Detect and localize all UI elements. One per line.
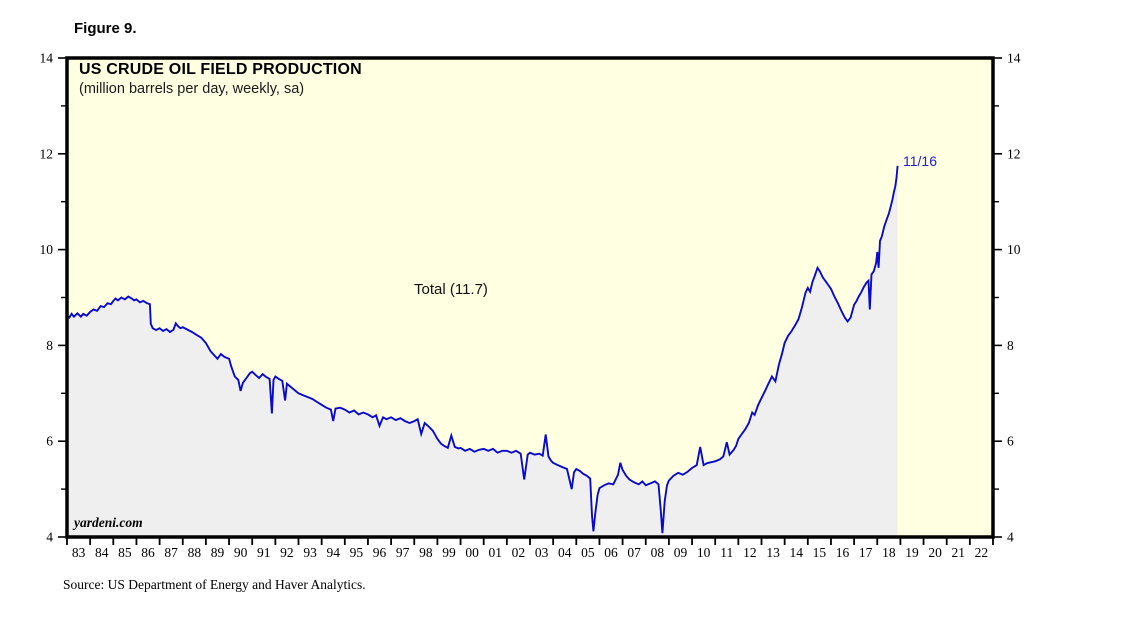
- x-axis-tick-label: 88: [188, 545, 202, 560]
- y-axis-tick-label-left: 10: [40, 242, 54, 257]
- x-axis-tick-label: 07: [627, 545, 641, 560]
- x-axis-tick-label: 00: [465, 545, 479, 560]
- watermark-yardeni: yardeni.com: [74, 515, 143, 530]
- x-axis-tick-label: 83: [72, 545, 86, 560]
- x-axis-tick-label: 16: [836, 545, 850, 560]
- x-axis-tick-label: 21: [952, 545, 966, 560]
- latest-point-date-label: 11/16: [903, 153, 937, 169]
- y-axis-tick-label-left: 4: [46, 530, 53, 545]
- x-axis-tick-label: 90: [234, 545, 248, 560]
- x-axis-tick-label: 86: [141, 545, 155, 560]
- y-axis-tick-label-right: 6: [1007, 434, 1014, 449]
- x-axis-tick-label: 18: [882, 545, 896, 560]
- source-note: Source: US Department of Energy and Have…: [63, 577, 366, 592]
- x-axis-tick-label: 19: [905, 545, 919, 560]
- y-axis-tick-label-right: 10: [1007, 242, 1021, 257]
- x-axis-tick-label: 89: [211, 545, 225, 560]
- y-axis-tick-label-right: 12: [1007, 146, 1021, 161]
- y-axis-tick-label-right: 4: [1007, 530, 1014, 545]
- x-axis-tick-label: 85: [118, 545, 132, 560]
- x-axis-tick-label: 17: [859, 545, 873, 560]
- x-axis-tick-label: 22: [975, 545, 989, 560]
- area-under-line: [67, 165, 898, 538]
- x-axis-tick-label: 14: [789, 545, 803, 560]
- x-axis-tick-label: 06: [604, 545, 618, 560]
- x-axis-tick-label: 15: [813, 545, 827, 560]
- x-axis-tick-label: 03: [535, 545, 549, 560]
- x-axis-tick-label: 12: [743, 545, 757, 560]
- x-axis-tick-label: 84: [95, 545, 109, 560]
- y-axis-tick-label-left: 8: [46, 338, 53, 353]
- x-axis-tick-label: 20: [928, 545, 942, 560]
- x-axis-tick-label: 95: [350, 545, 364, 560]
- y-axis-tick-label-left: 14: [40, 51, 54, 66]
- y-axis-tick-label-right: 8: [1007, 338, 1014, 353]
- x-axis-tick-label: 87: [164, 545, 178, 560]
- figure-number-label: Figure 9.: [74, 20, 137, 37]
- x-axis-tick-label: 99: [442, 545, 456, 560]
- y-axis-tick-label-right: 14: [1007, 51, 1021, 66]
- x-axis-tick-label: 09: [674, 545, 688, 560]
- chart-subtitle: (million barrels per day, weekly, sa): [79, 81, 305, 97]
- x-axis-tick-label: 11: [720, 545, 733, 560]
- x-axis-tick-label: 92: [280, 545, 294, 560]
- y-axis-tick-label-left: 6: [46, 434, 53, 449]
- x-axis-tick-label: 08: [651, 545, 665, 560]
- x-axis-tick-label: 96: [373, 545, 387, 560]
- x-axis-tick-label: 13: [766, 545, 780, 560]
- x-axis-tick-label: 02: [512, 545, 526, 560]
- series-annotation: Total (11.7): [414, 281, 488, 298]
- production-line: [66, 165, 899, 534]
- x-axis-tick-label: 05: [581, 545, 595, 560]
- x-axis-tick-label: 97: [396, 545, 410, 560]
- x-axis-tick-label: 94: [326, 545, 340, 560]
- x-axis-tick-label: 04: [558, 545, 572, 560]
- x-axis-tick-label: 01: [489, 545, 503, 560]
- y-axis-tick-label-left: 12: [40, 146, 54, 161]
- x-axis-tick-label: 98: [419, 545, 433, 560]
- x-axis-tick-label: 93: [303, 545, 317, 560]
- x-axis-tick-label: 91: [257, 545, 271, 560]
- x-axis-tick-label: 10: [697, 545, 711, 560]
- chart-title: US CRUDE OIL FIELD PRODUCTION: [79, 61, 362, 78]
